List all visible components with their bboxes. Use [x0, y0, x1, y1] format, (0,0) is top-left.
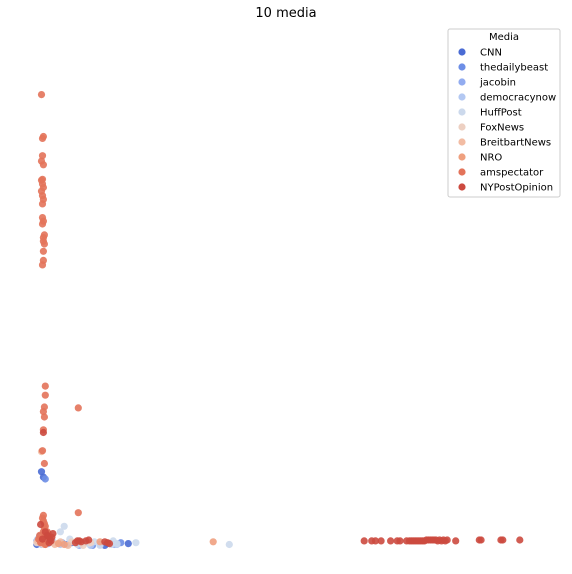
legend-label: HuffPost	[480, 108, 522, 119]
legend-item: NYPostOpinion	[458, 183, 553, 194]
legend-marker	[458, 108, 466, 116]
data-point	[39, 132, 48, 141]
data-point	[38, 200, 47, 208]
data-point	[360, 537, 368, 545]
legend-marker	[458, 183, 466, 191]
data-point	[54, 540, 63, 548]
data-point	[49, 530, 57, 538]
data-point	[105, 540, 114, 548]
legend-marker	[458, 48, 466, 56]
data-point	[41, 391, 49, 399]
legend-item: FoxNews	[458, 123, 524, 134]
legend-item: NRO	[458, 153, 502, 164]
data-point	[225, 540, 233, 549]
legend-item: democracynow	[458, 93, 556, 104]
data-point	[377, 537, 385, 545]
legend-label: BreitbartNews	[480, 138, 551, 149]
legend: Media CNN thedailybeast jacobin democracyno…	[447, 28, 561, 198]
series-NYPostOpinion	[37, 428, 524, 548]
data-point	[132, 539, 140, 547]
data-point	[38, 447, 47, 455]
data-point	[37, 520, 45, 529]
data-point	[60, 540, 68, 549]
data-point	[39, 247, 48, 255]
legend-marker	[458, 168, 466, 176]
data-point	[113, 540, 121, 548]
legend-marker	[458, 63, 466, 71]
data-point	[38, 220, 47, 228]
legend-marker	[458, 138, 466, 146]
data-point	[371, 537, 380, 545]
data-point	[387, 537, 395, 545]
legend-item: CNN	[458, 48, 502, 59]
data-point	[39, 408, 48, 416]
data-point	[39, 161, 48, 169]
legend-marker	[458, 93, 466, 101]
legend-label: thedailybeast	[480, 63, 548, 74]
data-point	[38, 152, 47, 160]
legend-title: Media	[489, 32, 519, 43]
data-point	[74, 509, 82, 517]
data-point	[499, 536, 507, 544]
legend-item: BreitbartNews	[458, 138, 551, 149]
legend-item: amspectator	[458, 168, 544, 179]
data-point	[40, 413, 49, 421]
data-point	[209, 538, 217, 546]
data-points	[33, 91, 524, 550]
data-point	[74, 404, 82, 412]
data-point	[40, 240, 49, 248]
legend-label: FoxNews	[480, 123, 524, 134]
legend-marker	[458, 153, 466, 161]
data-point	[443, 536, 451, 544]
data-point	[37, 468, 46, 476]
legend-marker	[458, 78, 466, 86]
legend-item: thedailybeast	[458, 63, 548, 74]
data-point	[40, 459, 49, 468]
legend-marker	[458, 123, 466, 131]
legend-label: CNN	[480, 48, 502, 59]
data-point	[452, 537, 460, 545]
data-point	[60, 522, 68, 530]
chart-title: 10 media	[255, 6, 316, 21]
data-point	[37, 91, 46, 99]
data-point	[85, 536, 93, 544]
legend-label: democracynow	[480, 93, 556, 104]
data-point	[41, 475, 49, 483]
data-point	[38, 261, 47, 269]
data-point	[41, 382, 49, 390]
data-point	[516, 536, 524, 544]
data-point	[39, 428, 48, 437]
legend-label: amspectator	[480, 168, 544, 179]
legend-box	[447, 28, 561, 198]
legend-label: NYPostOpinion	[480, 183, 553, 194]
data-point	[477, 536, 485, 544]
legend-item: jacobin	[458, 78, 516, 89]
data-point	[56, 528, 64, 536]
data-point	[124, 540, 132, 548]
legend-label: NRO	[480, 153, 502, 164]
data-point	[396, 537, 404, 545]
legend-label: jacobin	[479, 78, 516, 89]
legend-item: HuffPost	[458, 108, 522, 119]
